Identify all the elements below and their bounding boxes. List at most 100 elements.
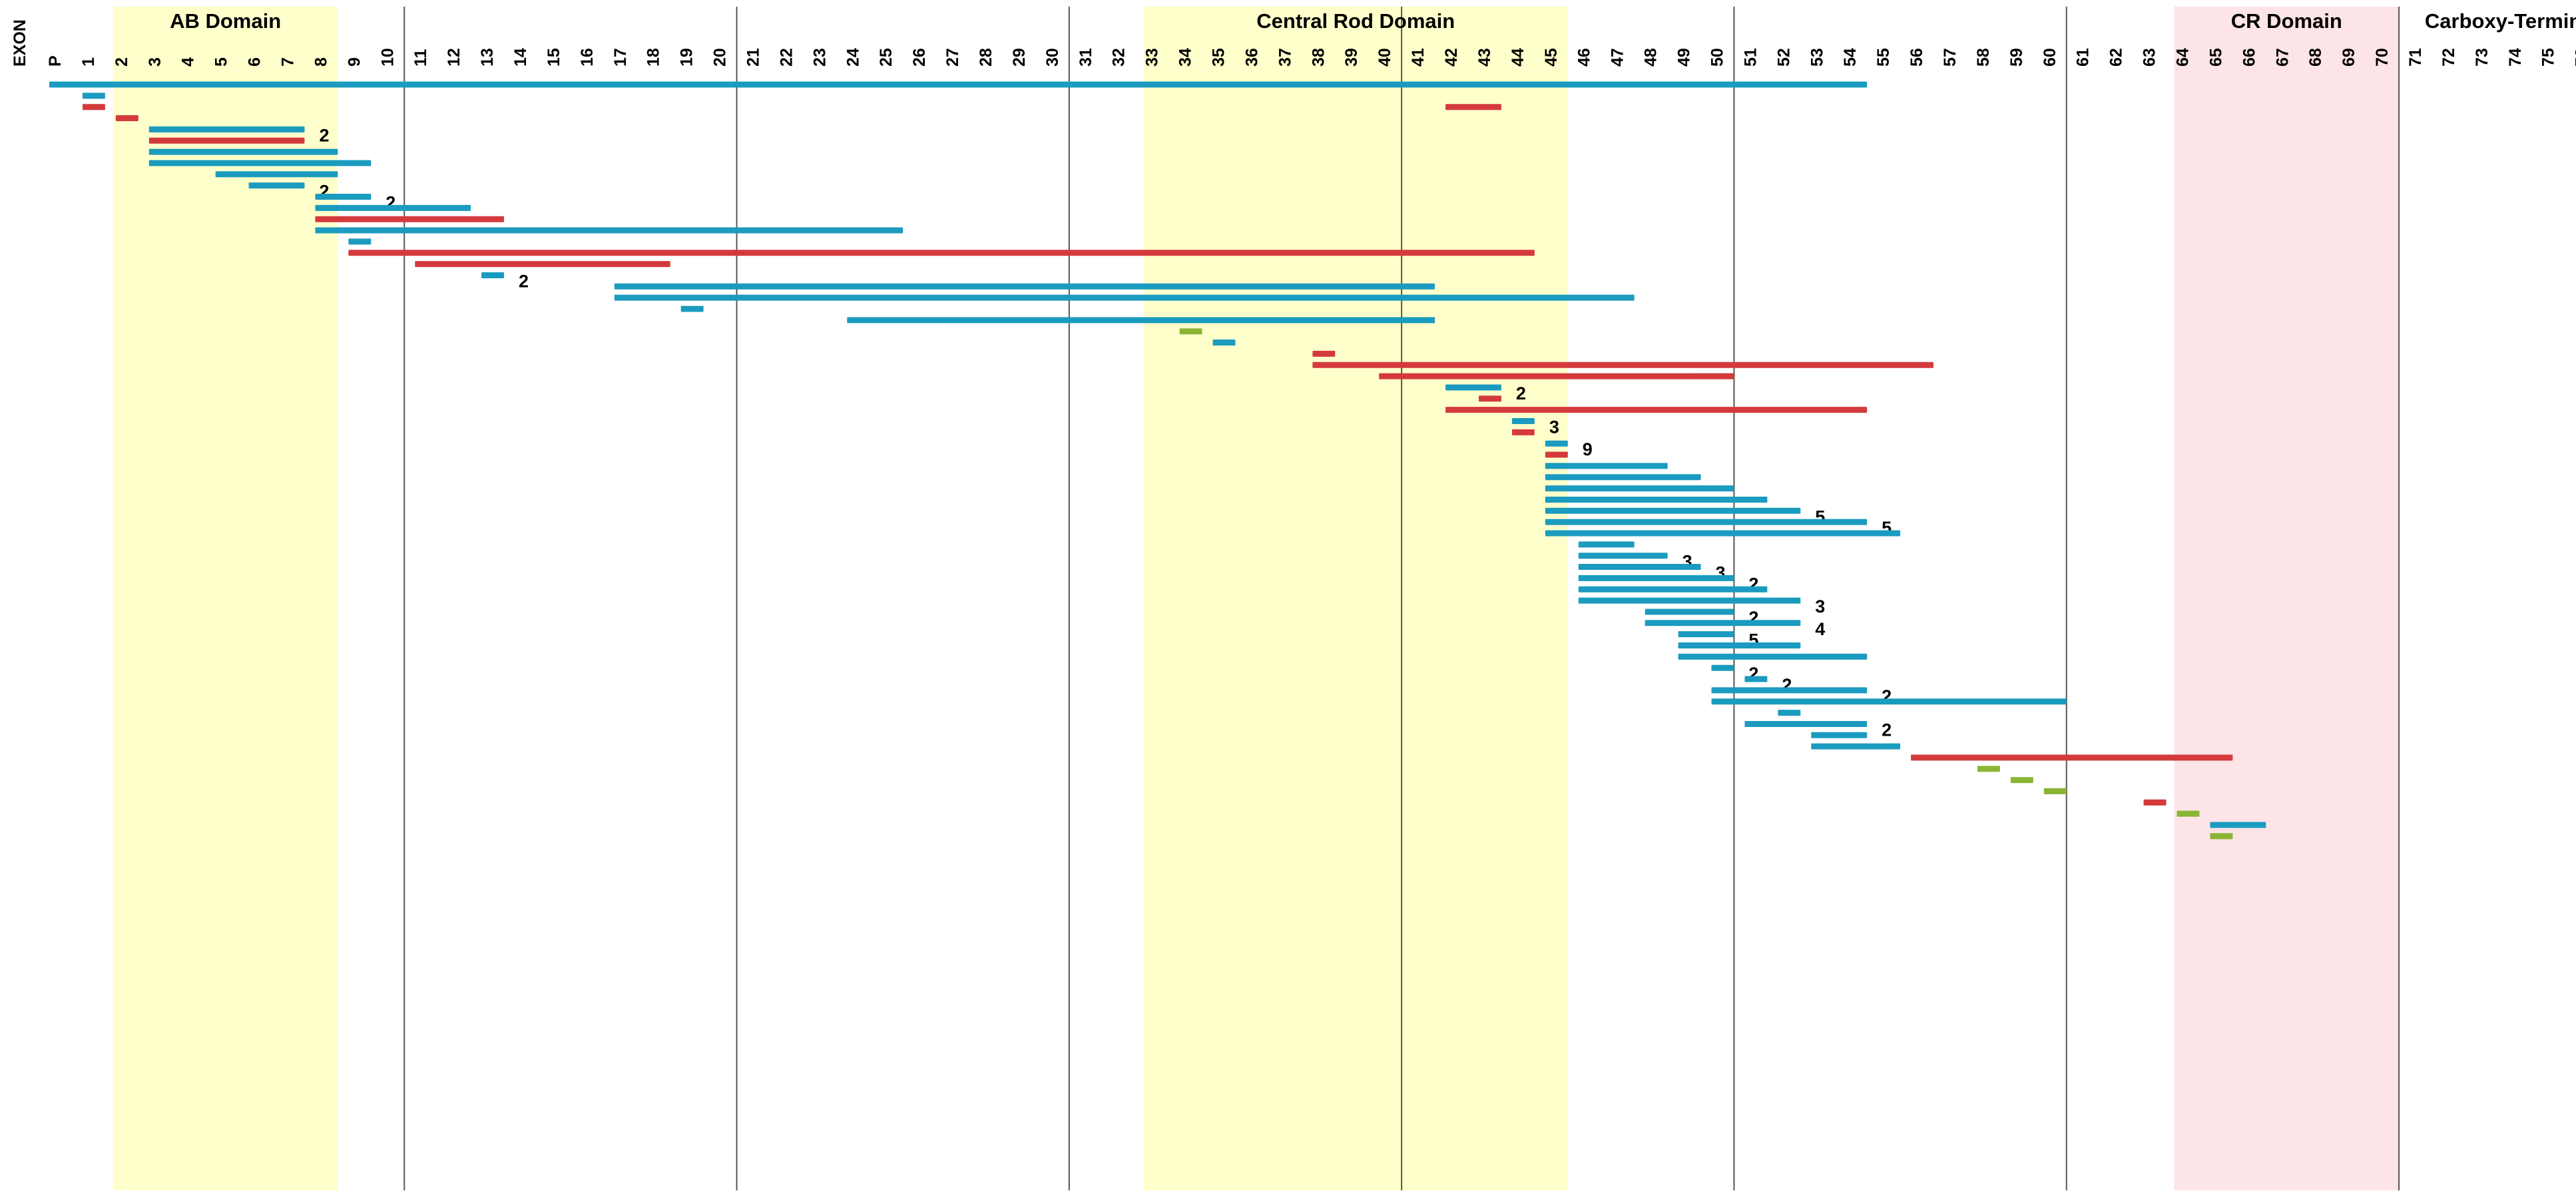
bar-count-5: 2 <box>319 125 329 145</box>
exon-tick-55: 55 <box>1874 48 1893 67</box>
exon-tick-4: 4 <box>179 57 198 67</box>
exon-tick-51: 51 <box>1741 48 1760 67</box>
deletion-bar-67 <box>2210 822 2266 828</box>
deletion-bar-25 <box>1312 350 1336 357</box>
deletion-bar-63 <box>2010 777 2033 784</box>
deletion-bar-6 <box>148 137 305 144</box>
exon-tick-3: 3 <box>146 57 164 67</box>
exon-tick-29: 29 <box>1010 48 1029 67</box>
exon-tick-22: 22 <box>777 48 796 67</box>
deletion-bar-40 <box>1545 519 1868 525</box>
exon-tick-46: 46 <box>1575 48 1594 67</box>
exon-axis-label: EXON <box>11 19 29 67</box>
exon-tick-5: 5 <box>212 57 231 67</box>
deletion-bar-64 <box>2043 788 2067 795</box>
deletion-bar-22 <box>847 317 1435 324</box>
deletion-bar-50 <box>1678 631 1734 638</box>
exon-tick-37: 37 <box>1276 48 1294 67</box>
exon-tick-48: 48 <box>1642 48 1661 67</box>
exon-tick-54: 54 <box>1841 48 1860 67</box>
deletion-bar-31 <box>1511 418 1535 424</box>
deletion-bar-7 <box>148 148 338 155</box>
domain-band-0 <box>113 7 338 1190</box>
exon-tick-52: 52 <box>1774 48 1793 67</box>
deletion-bar-26 <box>1312 361 1934 368</box>
exon-tick-15: 15 <box>545 48 563 67</box>
deletion-bar-46 <box>1578 586 1768 593</box>
deletion-bar-11 <box>315 194 372 200</box>
deletion-bar-33 <box>1545 440 1568 447</box>
exon-tick-12: 12 <box>445 48 463 67</box>
deletion-bar-42 <box>1578 541 1635 548</box>
deletion-bar-24 <box>1212 340 1236 346</box>
exon-tick-53: 53 <box>1808 48 1826 67</box>
exon-tick-6: 6 <box>246 57 264 67</box>
exon-tick-P: P <box>46 55 65 67</box>
exon-tick-61: 61 <box>2074 48 2093 67</box>
deletion-bar-38 <box>1545 496 1768 503</box>
exon-tick-76: 76 <box>2573 48 2576 67</box>
exon-tick-27: 27 <box>943 48 962 67</box>
exon-tick-43: 43 <box>1475 48 1494 67</box>
exon-tick-19: 19 <box>678 48 696 67</box>
bar-count-33: 9 <box>1583 439 1593 459</box>
exon-tick-31: 31 <box>1077 48 1095 67</box>
deletion-bar-65 <box>2143 799 2167 806</box>
deletion-bar-47 <box>1578 597 1801 604</box>
deletion-bar-55 <box>1711 687 1868 694</box>
domain-label-3: Carboxy-Terminal Domain <box>2425 9 2576 33</box>
deletion-bar-5 <box>148 126 305 132</box>
deletion-bar-57 <box>1778 710 1801 716</box>
deletion-bar-12 <box>315 204 471 211</box>
exon-tick-75: 75 <box>2539 48 2558 67</box>
deletion-bar-20 <box>614 294 1635 301</box>
exon-tick-1: 1 <box>79 57 98 67</box>
exon-tick-67: 67 <box>2273 48 2292 67</box>
exon-tick-10: 10 <box>378 48 397 67</box>
exon-tick-11: 11 <box>411 49 430 67</box>
axis-labels: EXON AB Domain Central Rod Domain CR Domai… <box>11 9 2576 67</box>
deletion-bar-32 <box>1511 429 1535 435</box>
deletion-bar-13 <box>315 216 505 222</box>
domain-band-2 <box>2174 7 2400 1190</box>
bar-count-28: 2 <box>1516 383 1526 403</box>
exon-tick-68: 68 <box>2306 48 2325 67</box>
domain-label-1: Central Rod Domain <box>1256 9 1455 33</box>
exon-tick-41: 41 <box>1409 48 1427 67</box>
exon-tick-69: 69 <box>2340 48 2358 67</box>
deletion-bar-45 <box>1578 575 1734 581</box>
deletion-bar-44 <box>1578 564 1701 571</box>
bar-count-58: 2 <box>1882 720 1892 740</box>
deletion-bar-0 <box>49 81 1868 88</box>
exon-tick-39: 39 <box>1342 48 1361 67</box>
deletion-bar-10 <box>248 182 305 189</box>
gridlines <box>403 7 2400 1190</box>
deletion-bar-59 <box>1811 732 1868 738</box>
deletion-bar-3 <box>1445 104 1501 111</box>
exon-tick-56: 56 <box>1908 48 1926 67</box>
exon-tick-38: 38 <box>1309 48 1328 67</box>
exon-tick-73: 73 <box>2473 48 2491 67</box>
bar-count-49: 4 <box>1815 619 1825 639</box>
exon-tick-63: 63 <box>2141 48 2159 67</box>
exon-tick-9: 9 <box>345 57 364 67</box>
exon-tick-2: 2 <box>113 57 131 67</box>
exon-tick-30: 30 <box>1043 48 1062 67</box>
deletion-bar-1 <box>82 93 105 99</box>
exon-tick-32: 32 <box>1110 48 1129 67</box>
deletion-bar-53 <box>1711 664 1734 671</box>
deletion-bar-62 <box>1977 766 2000 772</box>
exon-tick-66: 66 <box>2240 48 2258 67</box>
deletion-bar-49 <box>1645 620 1801 626</box>
domain-label-2: CR Domain <box>2231 9 2342 33</box>
deletion-bar-4 <box>115 115 138 122</box>
deletion-bar-68 <box>2210 833 2233 839</box>
deletion-bar-21 <box>680 306 704 312</box>
deletion-bar-56 <box>1711 698 2067 705</box>
exon-tick-25: 25 <box>877 48 896 67</box>
deletion-bar-23 <box>1179 328 1202 335</box>
exon-tick-20: 20 <box>711 48 730 67</box>
exon-tick-28: 28 <box>977 48 995 67</box>
exon-tick-71: 71 <box>2406 48 2425 67</box>
